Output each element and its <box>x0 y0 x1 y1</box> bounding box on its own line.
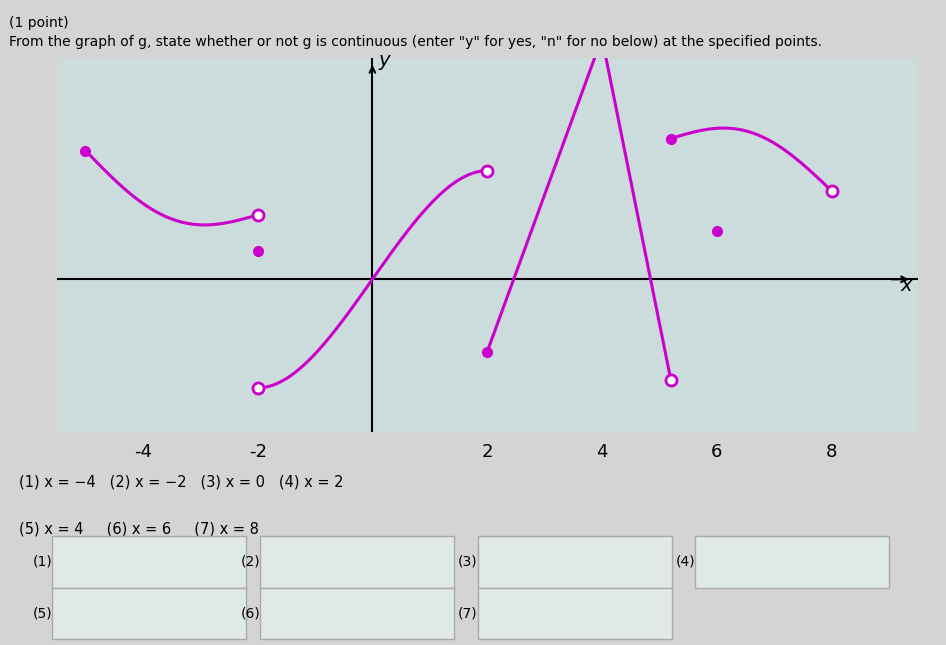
Text: (5) x = 4     (6) x = 6     (7) x = 8: (5) x = 4 (6) x = 6 (7) x = 8 <box>19 522 259 537</box>
Text: (1) x = −4   (2) x = −2   (3) x = 0   (4) x = 2: (1) x = −4 (2) x = −2 (3) x = 0 (4) x = … <box>19 475 343 490</box>
FancyBboxPatch shape <box>695 537 889 588</box>
Text: From the graph of g, state whether or not g is continuous (enter "y" for yes, "n: From the graph of g, state whether or no… <box>9 35 822 50</box>
Text: y: y <box>378 51 390 70</box>
Text: (6): (6) <box>240 606 260 620</box>
FancyBboxPatch shape <box>260 588 454 639</box>
FancyBboxPatch shape <box>478 588 672 639</box>
Text: (1 point): (1 point) <box>9 16 69 30</box>
Text: (5): (5) <box>32 606 52 620</box>
Text: (1): (1) <box>32 555 52 569</box>
Text: (4): (4) <box>675 555 695 569</box>
Text: (3): (3) <box>458 555 478 569</box>
FancyBboxPatch shape <box>478 537 672 588</box>
FancyBboxPatch shape <box>52 588 246 639</box>
FancyBboxPatch shape <box>260 537 454 588</box>
Text: x: x <box>901 275 912 295</box>
FancyBboxPatch shape <box>52 537 246 588</box>
Text: (7): (7) <box>458 606 478 620</box>
Text: (2): (2) <box>240 555 260 569</box>
